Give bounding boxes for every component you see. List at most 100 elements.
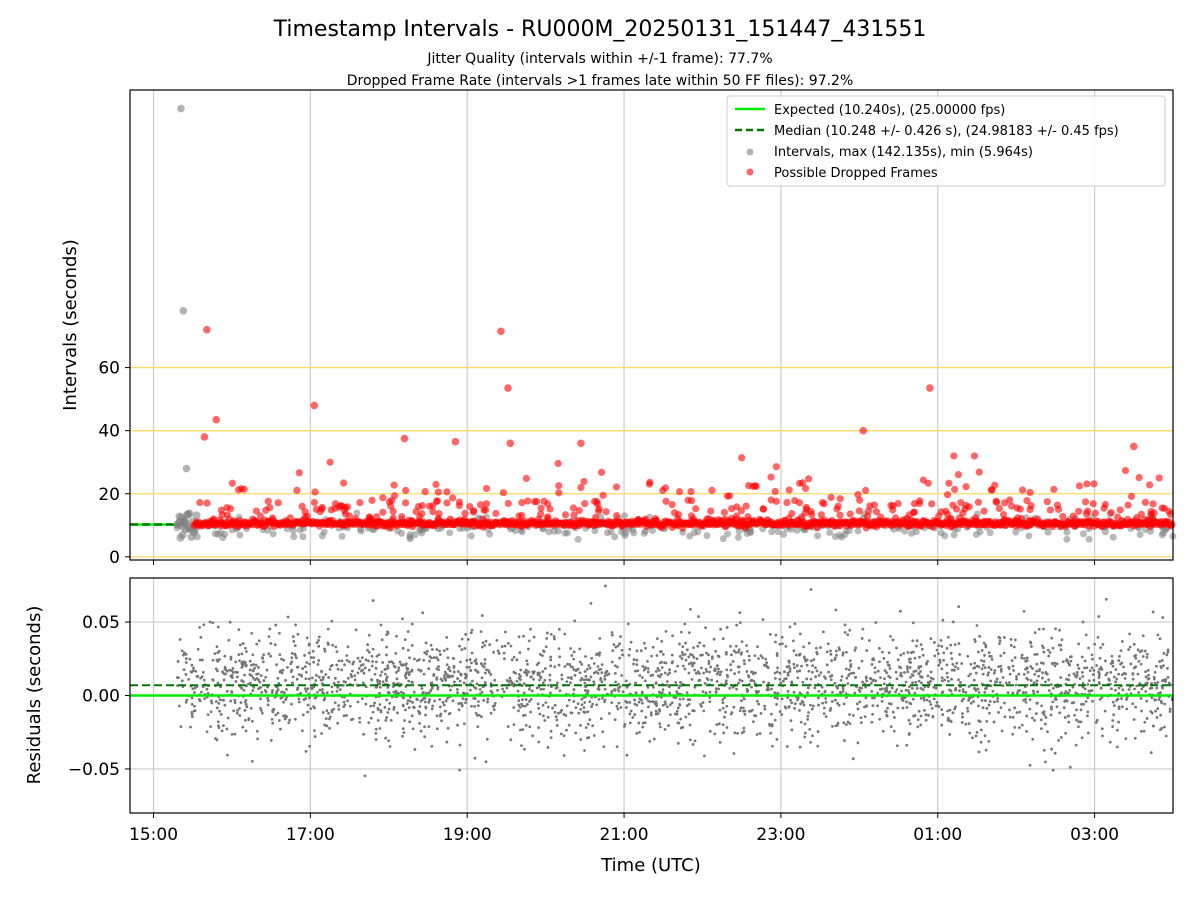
- residual-point: [887, 651, 891, 655]
- dropped-frame-point: [1137, 510, 1145, 518]
- residual-point: [816, 730, 820, 733]
- residual-point: [1144, 675, 1148, 679]
- residual-point: [330, 685, 334, 689]
- residual-point: [230, 673, 234, 677]
- residual-point: [796, 676, 800, 680]
- residual-point: [278, 653, 282, 657]
- residual-point: [215, 706, 219, 710]
- residual-point: [696, 644, 700, 648]
- residual-point: [383, 705, 387, 709]
- residual-point: [549, 658, 553, 662]
- residual-point: [335, 689, 339, 693]
- residual-point: [328, 715, 332, 719]
- residual-point: [592, 734, 596, 737]
- residual-point: [1160, 666, 1163, 670]
- dropped-frame-point: [435, 510, 443, 518]
- dropped-frame-point: [544, 513, 552, 521]
- residual-point: [509, 738, 513, 742]
- residual-point: [565, 704, 569, 708]
- dropped-frame-point: [641, 515, 650, 523]
- residual-point: [308, 744, 312, 748]
- residual-point: [998, 639, 1002, 643]
- residual-point: [370, 664, 374, 668]
- residual-point: [617, 689, 621, 693]
- residual-point: [1125, 698, 1128, 701]
- residual-point: [896, 658, 900, 662]
- interval-point: [907, 529, 915, 537]
- residual-point: [228, 620, 232, 624]
- residual-point: [952, 668, 956, 672]
- interval-point: [768, 528, 776, 536]
- residual-point: [597, 688, 601, 691]
- residual-point: [350, 669, 354, 673]
- residual-point: [374, 727, 378, 731]
- residual-point: [617, 701, 621, 705]
- residual-point: [330, 619, 334, 623]
- residual-point: [655, 637, 659, 641]
- residual-point: [873, 671, 877, 674]
- residual-point: [555, 724, 559, 727]
- residual-point: [366, 643, 370, 646]
- residual-point: [1081, 620, 1085, 624]
- legend: Expected (10.240s), (25.00000 fps) Media…: [726, 95, 1166, 187]
- residual-point: [1086, 710, 1090, 714]
- residual-point: [845, 676, 849, 680]
- residual-point: [252, 685, 256, 689]
- residual-point: [1159, 713, 1162, 717]
- residual-point: [380, 670, 384, 674]
- residual-point: [699, 653, 703, 657]
- residual-point: [404, 676, 408, 680]
- residual-point: [266, 703, 270, 707]
- residual-point: [764, 657, 768, 661]
- residual-point: [725, 673, 729, 677]
- residual-point: [594, 670, 598, 674]
- dropped-frame-point: [1124, 501, 1132, 509]
- dropped-frame-point: [1127, 492, 1136, 500]
- residual-point: [213, 652, 217, 655]
- residual-point: [961, 712, 964, 715]
- residual-point: [357, 667, 361, 670]
- residual-point: [737, 650, 740, 654]
- residual-point: [891, 638, 895, 642]
- interval-point: [941, 532, 949, 540]
- residual-point: [763, 704, 767, 708]
- residual-point: [1051, 646, 1055, 650]
- residual-point: [555, 718, 559, 722]
- residual-point: [1146, 677, 1150, 681]
- residual-point: [780, 697, 784, 701]
- residual-point: [348, 704, 352, 708]
- residual-point: [721, 706, 725, 710]
- residual-point: [736, 732, 739, 735]
- residual-point: [976, 704, 980, 708]
- residual-point: [718, 740, 722, 744]
- residual-point: [710, 655, 714, 659]
- residual-point: [654, 709, 658, 713]
- residual-point: [991, 689, 995, 693]
- dropped-frame-point: [687, 487, 695, 496]
- residual-point: [671, 634, 674, 638]
- residual-point: [310, 676, 314, 680]
- residual-point: [811, 664, 814, 668]
- dropped-frame-point: [264, 497, 272, 505]
- residual-point: [887, 674, 890, 678]
- residual-point: [429, 689, 433, 692]
- dropped-frame-point: [210, 515, 218, 523]
- residual-point: [328, 726, 331, 730]
- residual-point: [231, 671, 235, 674]
- residual-point: [684, 715, 688, 719]
- residual-point: [1110, 654, 1114, 658]
- residual-point: [443, 670, 447, 674]
- residual-point: [661, 653, 665, 656]
- residual-point: [741, 706, 745, 710]
- residual-point: [1157, 698, 1161, 701]
- residual-point: [729, 653, 733, 657]
- residual-point: [367, 659, 370, 663]
- residual-point: [775, 654, 779, 658]
- residual-point: [740, 640, 744, 644]
- residual-point: [775, 652, 779, 655]
- residual-point: [616, 707, 620, 711]
- residual-point: [708, 670, 711, 674]
- residual-point: [216, 681, 220, 685]
- dropped-frame-point: [836, 495, 844, 503]
- residual-point: [603, 674, 607, 678]
